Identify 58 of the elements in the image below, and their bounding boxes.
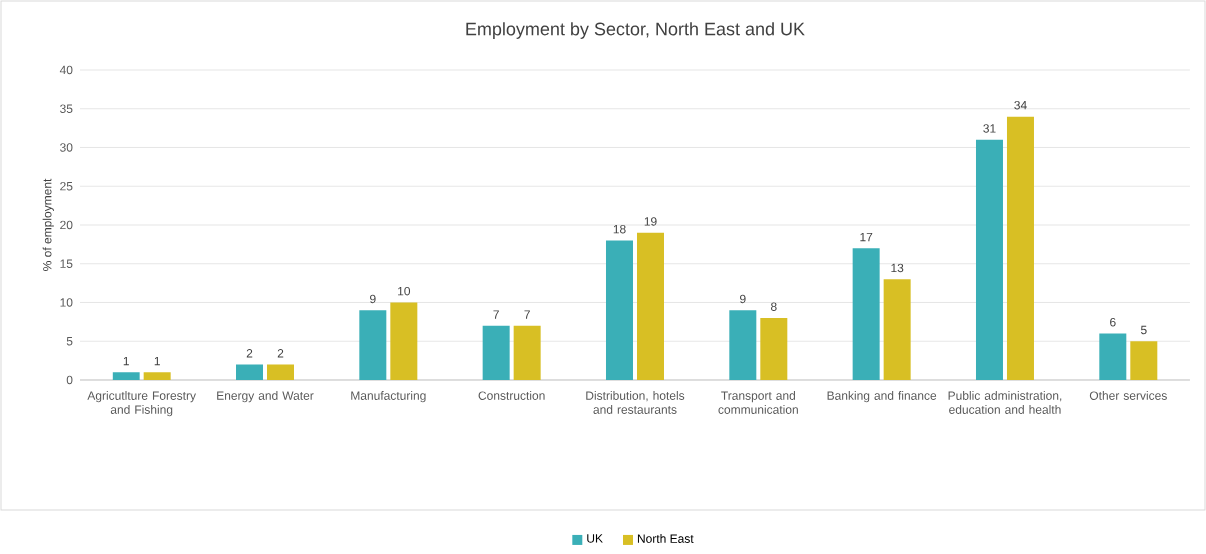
y-tick-label: 0 bbox=[66, 375, 73, 385]
bar bbox=[1130, 341, 1158, 381]
data-label: 31 bbox=[983, 124, 996, 133]
data-label: 9 bbox=[370, 294, 376, 304]
bar bbox=[975, 139, 1003, 381]
data-label: 7 bbox=[524, 310, 530, 319]
bar bbox=[267, 364, 294, 381]
data-label: 6 bbox=[1110, 318, 1116, 327]
x-tick-label: Public administration, education and health bbox=[948, 391, 1062, 414]
data-label: 9 bbox=[740, 294, 746, 304]
data-label: 18 bbox=[613, 225, 626, 234]
y-tick-label: 15 bbox=[60, 259, 73, 269]
bar bbox=[605, 240, 633, 381]
bar bbox=[852, 248, 880, 381]
legend-label: North East bbox=[637, 534, 694, 544]
legend-label: UK bbox=[587, 534, 603, 543]
y-tick-label: 30 bbox=[60, 143, 73, 152]
data-label: 1 bbox=[123, 357, 129, 366]
data-label: 17 bbox=[860, 233, 873, 242]
bar bbox=[236, 364, 263, 381]
bar bbox=[636, 232, 664, 381]
bar bbox=[390, 302, 418, 381]
bar bbox=[883, 279, 911, 381]
y-tick-label: 20 bbox=[60, 220, 73, 230]
data-label: 10 bbox=[398, 287, 411, 296]
bar bbox=[729, 310, 757, 381]
data-label: 13 bbox=[891, 263, 904, 273]
bar bbox=[513, 325, 541, 381]
bar bbox=[760, 318, 788, 381]
x-tick-label: Energy and Water bbox=[217, 391, 314, 403]
bar bbox=[1099, 333, 1127, 381]
y-tick-label: 35 bbox=[60, 104, 73, 114]
bar bbox=[1006, 116, 1034, 381]
x-tick-label: Construction bbox=[478, 391, 545, 400]
bar bbox=[359, 310, 387, 381]
y-tick-label: 40 bbox=[59, 65, 73, 75]
x-tick-label: Banking and finance bbox=[827, 391, 937, 403]
x-tick-label: Distribution, hotels and restaurants bbox=[586, 391, 685, 414]
chart-title: Employment by Sector, North East and UK bbox=[466, 22, 805, 40]
data-label: 8 bbox=[771, 302, 777, 312]
data-label: 1 bbox=[154, 357, 160, 366]
y-tick-label: 10 bbox=[60, 298, 73, 307]
data-label: 7 bbox=[493, 310, 499, 319]
bar bbox=[482, 325, 510, 381]
data-label: 2 bbox=[277, 349, 284, 358]
bar bbox=[143, 372, 171, 381]
data-label: 19 bbox=[644, 217, 657, 226]
y-tick-label: 5 bbox=[66, 337, 73, 346]
y-tick-label: 25 bbox=[60, 182, 73, 191]
data-label: 34 bbox=[1014, 101, 1027, 110]
x-tick-label: Agricutlture Forestry and Fishing bbox=[87, 391, 196, 417]
x-tick-label: Other services bbox=[1089, 391, 1167, 400]
bar bbox=[112, 372, 140, 381]
data-label: 5 bbox=[1140, 325, 1147, 335]
x-tick-label: Transport and communication bbox=[718, 391, 798, 414]
y-axis-title: % of employment bbox=[42, 178, 54, 272]
data-label: 2 bbox=[246, 349, 253, 358]
x-tick-label: Manufacturing bbox=[351, 391, 426, 403]
